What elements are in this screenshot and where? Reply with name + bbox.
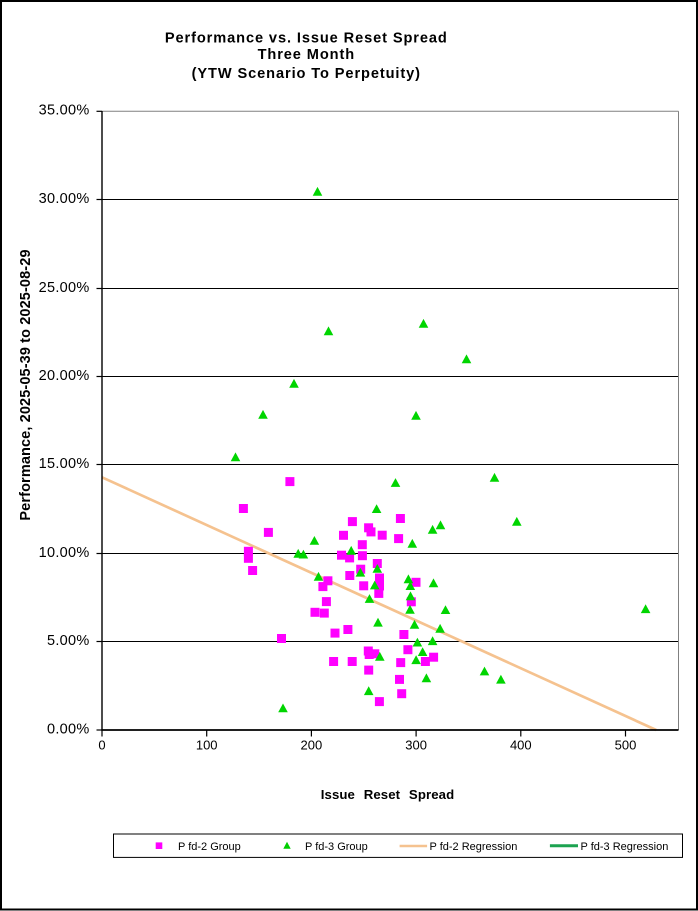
svg-text:20.00%: 20.00% <box>39 368 90 384</box>
svg-text:Issue Reset Spread: Issue Reset Spread <box>321 787 454 802</box>
svg-text:Performance vs. Issue Reset Sp: Performance vs. Issue Reset Spread <box>165 30 448 46</box>
svg-text:25.00%: 25.00% <box>39 280 90 296</box>
svg-text:30.00%: 30.00% <box>39 191 90 207</box>
svg-text:10.00%: 10.00% <box>39 545 90 561</box>
svg-text:P fd-3 Regression: P fd-3 Regression <box>581 841 669 853</box>
svg-text:500: 500 <box>615 737 637 752</box>
svg-text:0: 0 <box>98 737 105 752</box>
svg-text:15.00%: 15.00% <box>39 456 90 472</box>
svg-text:Performance, 2025-05-39 to 202: Performance, 2025-05-39 to 2025-08-29 <box>18 249 34 520</box>
svg-text:400: 400 <box>510 737 532 752</box>
svg-text:P fd-3 Group: P fd-3 Group <box>305 841 368 853</box>
svg-text:0.00%: 0.00% <box>47 721 90 737</box>
svg-text:P fd-2 Group: P fd-2 Group <box>178 841 241 853</box>
svg-text:200: 200 <box>301 737 323 752</box>
svg-text:(YTW Scenario To Perpetuity): (YTW Scenario To Perpetuity) <box>192 66 421 82</box>
svg-text:35.00%: 35.00% <box>39 103 90 119</box>
svg-text:P fd-2 Regression: P fd-2 Regression <box>430 841 518 853</box>
svg-text:Three Month: Three Month <box>258 47 355 63</box>
svg-text:300: 300 <box>405 737 427 752</box>
svg-text:100: 100 <box>196 737 218 752</box>
svg-text:5.00%: 5.00% <box>47 633 90 649</box>
